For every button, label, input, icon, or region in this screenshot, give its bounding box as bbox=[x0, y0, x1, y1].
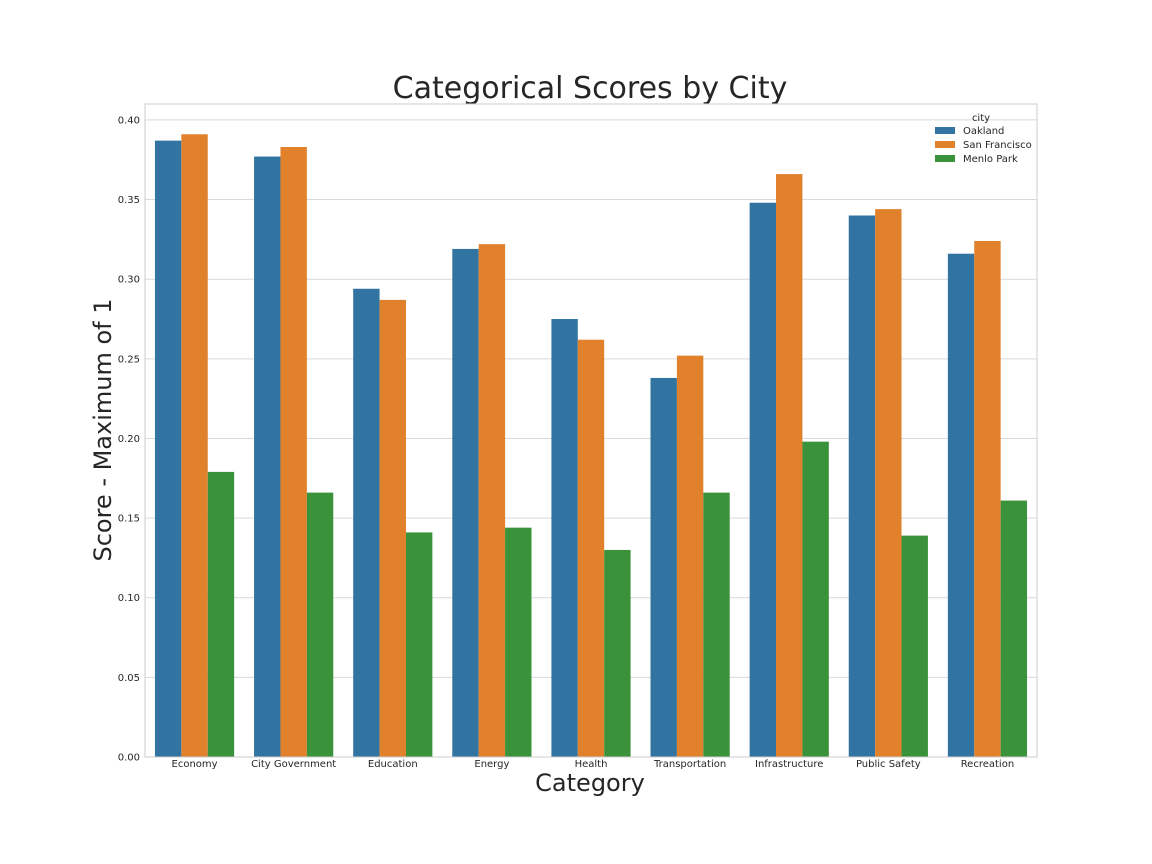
x-tick-label: Economy bbox=[172, 759, 218, 770]
y-tick-label: 0.00 bbox=[118, 753, 140, 764]
x-axis-label: Category bbox=[535, 769, 645, 797]
legend-label: Oakland bbox=[963, 126, 1004, 137]
y-tick-label: 0.30 bbox=[118, 275, 140, 286]
bar-oakland bbox=[154, 140, 182, 757]
y-tick-label: 0.40 bbox=[118, 115, 140, 126]
bar-san-francisco bbox=[478, 244, 506, 757]
bar-menlo-park bbox=[505, 527, 532, 757]
x-tick-label: Public Safety bbox=[856, 759, 921, 770]
bar-san-francisco bbox=[379, 299, 406, 757]
bar-oakland bbox=[254, 156, 281, 757]
y-axis-label: Score - Maximum of 1 bbox=[89, 298, 117, 561]
bar-oakland bbox=[551, 319, 578, 757]
y-tick-label: 0.05 bbox=[118, 673, 140, 684]
y-tick-label: 0.35 bbox=[118, 195, 140, 206]
x-tick-label: Health bbox=[575, 759, 608, 770]
bar-oakland bbox=[947, 253, 975, 757]
legend-title: city bbox=[972, 113, 990, 124]
legend-label: San Francisco bbox=[963, 140, 1032, 151]
bar-san-francisco bbox=[181, 134, 208, 757]
x-tick-label: Energy bbox=[474, 759, 509, 770]
bar-san-francisco bbox=[280, 147, 307, 757]
bar-oakland bbox=[848, 215, 876, 758]
bar-menlo-park bbox=[207, 471, 235, 757]
x-tick-label: Infrastructure bbox=[755, 759, 823, 770]
bar-san-francisco bbox=[875, 209, 902, 758]
x-tick-label: Recreation bbox=[961, 759, 1014, 770]
bar-menlo-park bbox=[901, 535, 928, 757]
bar-san-francisco bbox=[577, 339, 605, 757]
bar-menlo-park bbox=[802, 441, 829, 757]
y-tick-label: 0.25 bbox=[118, 354, 140, 365]
y-tick-labels: 0.00 0.05 0.10 0.15 0.20 0.25 0.30 0.35 0.40 bbox=[118, 115, 140, 763]
bar-san-francisco bbox=[974, 240, 1001, 758]
bar-menlo-park bbox=[1000, 500, 1028, 757]
x-tick-label: City Government bbox=[251, 759, 336, 770]
bar-menlo-park bbox=[405, 532, 433, 757]
bar-menlo-park bbox=[604, 549, 631, 757]
legend-label: Menlo Park bbox=[963, 154, 1018, 165]
bar-menlo-park bbox=[703, 492, 730, 757]
y-tick-label: 0.15 bbox=[118, 514, 140, 525]
legend: city Oakland San Francisco Menlo Park bbox=[935, 113, 1032, 165]
x-tick-labels: Economy City Government Education Energy Hea… bbox=[172, 759, 1015, 770]
bar-oakland bbox=[353, 288, 380, 757]
legend-swatch bbox=[935, 141, 955, 148]
y-tick-label: 0.20 bbox=[118, 434, 140, 445]
bar-oakland bbox=[749, 202, 777, 757]
bar-menlo-park bbox=[306, 492, 334, 757]
legend-swatch bbox=[935, 155, 955, 162]
bars bbox=[154, 134, 1028, 758]
x-tick-label: Transportation bbox=[653, 759, 726, 770]
plot-frame bbox=[144, 103, 1038, 758]
x-tick-label: Education bbox=[368, 759, 418, 770]
bar-san-francisco bbox=[776, 174, 803, 757]
chart-title: Categorical Scores by City bbox=[393, 71, 788, 106]
bar-oakland bbox=[452, 248, 479, 757]
bar-san-francisco bbox=[676, 355, 704, 757]
bar-oakland bbox=[650, 377, 677, 757]
legend-swatch bbox=[935, 127, 955, 134]
y-tick-label: 0.10 bbox=[118, 593, 140, 604]
